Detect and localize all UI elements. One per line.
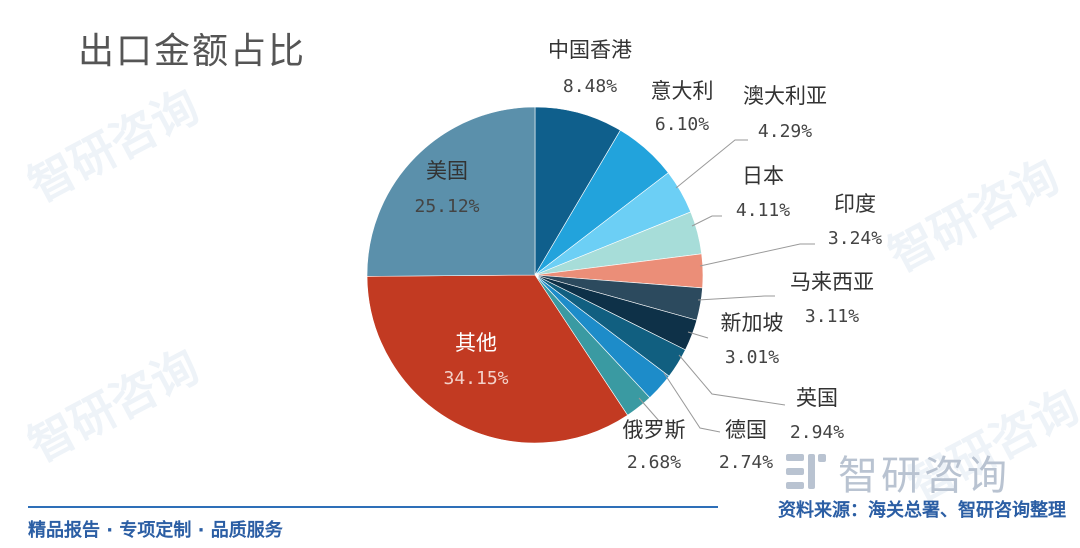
leader-line	[678, 354, 786, 406]
brand-name: 智研咨询	[838, 453, 1010, 499]
slice-value-label: 2.94%	[790, 422, 844, 443]
slice-value-label: 3.11%	[805, 306, 859, 327]
slice-label: 日本	[742, 164, 784, 188]
footer-divider	[28, 506, 718, 508]
slice-label: 澳大利亚	[743, 84, 827, 108]
slice-label: 德国	[725, 418, 767, 442]
leader-line	[699, 243, 815, 267]
leader-line	[638, 397, 661, 423]
slice-label: 马来西亚	[790, 270, 874, 294]
leader-line	[687, 331, 709, 339]
slice-value-label: 25.12%	[414, 196, 479, 217]
slice-value-label: 3.01%	[725, 347, 779, 368]
slice-label: 美国	[426, 159, 468, 183]
footer-source: 资料来源：海关总署、智研咨询整理	[778, 500, 1066, 521]
leader-line	[663, 372, 721, 433]
slice-label: 新加坡	[721, 311, 784, 335]
leader-line	[691, 215, 722, 227]
slice-label: 俄罗斯	[623, 418, 686, 442]
slice-value-label: 2.74%	[719, 452, 773, 473]
slice-label: 其他	[455, 331, 497, 355]
brand-logo-icon	[786, 454, 826, 489]
slice-label: 印度	[834, 192, 876, 216]
slice-label: 意大利	[651, 79, 714, 103]
slice-label: 英国	[796, 386, 838, 410]
slice-label: 中国香港	[548, 38, 632, 62]
slice-value-label: 3.24%	[828, 228, 882, 249]
slice-value-label: 2.68%	[627, 452, 681, 473]
pie-slice-10	[366, 274, 628, 444]
slice-value-label: 8.48%	[563, 76, 617, 97]
pie-slice-0	[534, 106, 621, 277]
leader-line	[697, 295, 775, 301]
brand-logo-area: 智研咨询	[782, 443, 1010, 501]
pie-slice-11	[366, 106, 536, 277]
slice-value-label: 4.11%	[736, 200, 790, 221]
footer-tagline: 精品报告 · 专项定制 · 品质服务	[28, 520, 283, 541]
slice-value-label: 34.15%	[443, 368, 508, 389]
leader-line	[675, 139, 748, 189]
slice-value-label: 4.29%	[758, 121, 812, 142]
chart-title: 出口金额占比	[78, 31, 307, 72]
slice-value-label: 6.10%	[655, 114, 709, 135]
